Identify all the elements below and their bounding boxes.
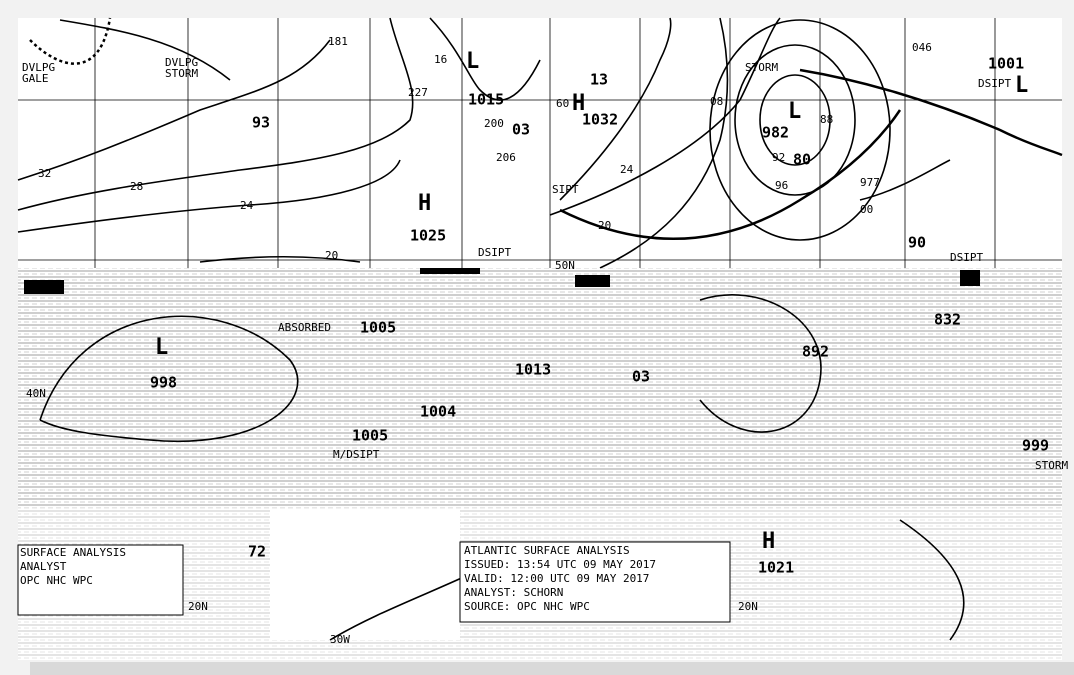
map-label: 28 [130,180,143,193]
info-line: ANALYST: SCHORN [464,586,563,599]
info-box-left: SURFACE ANALYSIS ANALYST OPC NHC WPC [17,544,184,616]
map-label: 32 [38,167,51,180]
info-box-right: ATLANTIC SURFACE ANALYSIS ISSUED: 13:54 … [459,541,731,623]
map-label: STORM [165,67,198,80]
map-label: 00 [860,203,873,216]
map-label: H [762,529,775,554]
info-line: VALID: 12:00 UTC 09 MAY 2017 [464,572,649,585]
info-line: ATLANTIC SURFACE ANALYSIS [464,544,630,557]
map-label: 1001 [988,55,1024,73]
map-label: STORM [745,61,778,74]
map-label: 227 [408,86,428,99]
map-label: 832 [934,311,961,329]
map-label: 892 [802,343,829,361]
map-label: 16 [434,53,447,66]
map-label: 1032 [582,111,618,129]
info-frame [459,541,731,623]
glitch-region [18,268,1062,660]
map-label: 20 [325,249,338,262]
map-label: 20 [598,219,611,232]
isobars [17,17,951,269]
map-label: 24 [240,199,254,212]
map-label: 20N [738,600,758,613]
info-line: SOURCE: OPC NHC WPC [464,600,590,613]
map-label: 93 [252,114,270,132]
map-label: 206 [496,151,516,164]
bottom-bar [30,662,1074,675]
fronts [29,17,1063,241]
map-label: L [1015,73,1028,98]
map-label: 1015 [468,91,504,109]
map-label: DVLPG [22,61,55,74]
map-label: 998 [150,374,177,392]
map-label: H [418,191,431,216]
info-line: ISSUED: 13:54 UTC 09 MAY 2017 [464,558,656,571]
map-label: 92 [772,151,785,164]
map-label: 03 [512,121,530,139]
map-label: L [466,49,479,74]
map-label: 96 [775,179,788,192]
map-label: H [572,91,585,116]
map-label: 046 [912,41,932,54]
map-labels: DVLPGGALEDVLPGSTORM93L10150313H1032STORM… [22,35,1068,646]
map-label: 977 [860,176,880,189]
info-frame [17,544,184,616]
map-label: 08 [710,95,723,108]
map-label: L [155,335,168,360]
map-label: 1013 [515,361,551,379]
map-label: 1004 [420,403,456,421]
map-label: 20N [188,600,208,613]
info-line: OPC NHC WPC [20,574,93,587]
map-label: 1025 [410,227,446,245]
map-label: L [788,99,801,124]
map-label: 1005 [352,427,388,445]
map-label: SIPT [552,183,579,196]
map-label: 1021 [758,559,794,577]
map-label: GALE [22,72,49,85]
map-label: 40N [26,387,46,400]
map-label: 1005 [360,319,396,337]
map-label: 60 [556,97,569,110]
map-label: M/DSIPT [333,448,380,461]
map-label: DSIPT [478,246,511,259]
info-line: ANALYST [20,560,67,573]
map-label: STORM [1035,459,1068,472]
map-label: 72 [248,543,266,561]
map-label: 13 [590,71,608,89]
map-label: 181 [328,35,348,48]
map-label: 24 [620,163,634,176]
grid [18,18,1062,268]
map-label: 80 [793,151,811,169]
map-label: 03 [632,368,650,386]
map-label: 982 [762,124,789,142]
map-label: DSIPT [978,77,1011,90]
map-label: 88 [820,113,833,126]
map-label: 200 [484,117,504,130]
info-line: SURFACE ANALYSIS [20,546,126,559]
map-label: DSIPT [950,251,983,264]
map-label: DVLPG [165,56,198,69]
map-label: 999 [1022,437,1049,455]
map-label: 30W [330,633,350,646]
map-label: 90 [908,234,926,252]
map-label: ABSORBED [278,321,331,334]
map-label: 50N [555,259,575,272]
